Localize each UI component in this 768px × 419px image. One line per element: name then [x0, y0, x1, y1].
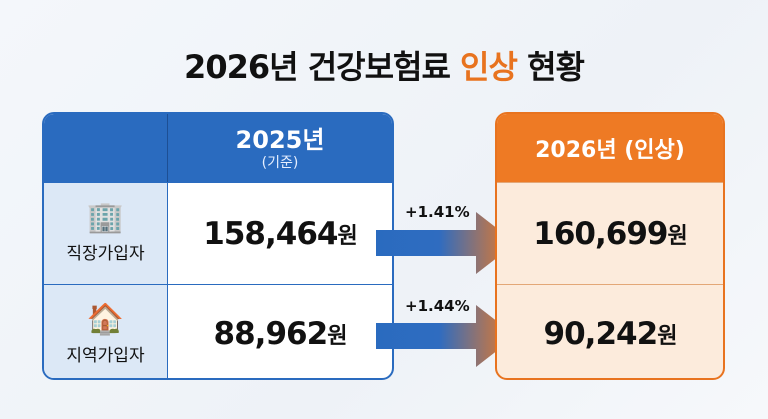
arrow-right-icon	[376, 305, 516, 367]
house-family-icon: 🏠	[86, 302, 125, 337]
base-year-table: 2025년 (기준) 🏢 직장가입자 158,464 원 🏠 지역가입자 88,9…	[42, 112, 394, 380]
before-value: 88,962 원	[213, 315, 348, 352]
after-value: 90,242 원	[497, 284, 723, 378]
row-label: 직장가입자	[66, 244, 145, 264]
raised-year-table: 2026년 (인상) 160,699 원 90,242 원	[495, 112, 725, 380]
row-label-cell: 🏢 직장가입자	[44, 183, 168, 284]
header-corner	[44, 114, 168, 182]
row-label-cell: 🏠 지역가입자	[44, 285, 168, 378]
change-percent: +1.41%	[405, 203, 470, 221]
arrow-right-icon	[376, 212, 516, 274]
after-value: 160,699 원	[497, 182, 723, 284]
table-row: 🏠 지역가입자 88,962 원	[44, 284, 392, 378]
title-highlight: 인상	[460, 48, 518, 86]
before-value: 158,464 원	[203, 215, 357, 252]
base-year-note: (기준)	[261, 155, 299, 171]
raised-year-header: 2026년 (인상)	[497, 114, 723, 182]
table-row: 🏢 직장가입자 158,464 원	[44, 182, 392, 284]
base-year-label: 2025년	[235, 126, 325, 154]
page-title: 2026년 건강보험료 인상 현황	[184, 48, 585, 86]
office-building-icon: 🏢	[86, 200, 125, 235]
row-label: 지역가입자	[66, 346, 145, 366]
change-percent: +1.44%	[405, 297, 470, 315]
base-year-header: 2025년 (기준)	[44, 114, 392, 182]
